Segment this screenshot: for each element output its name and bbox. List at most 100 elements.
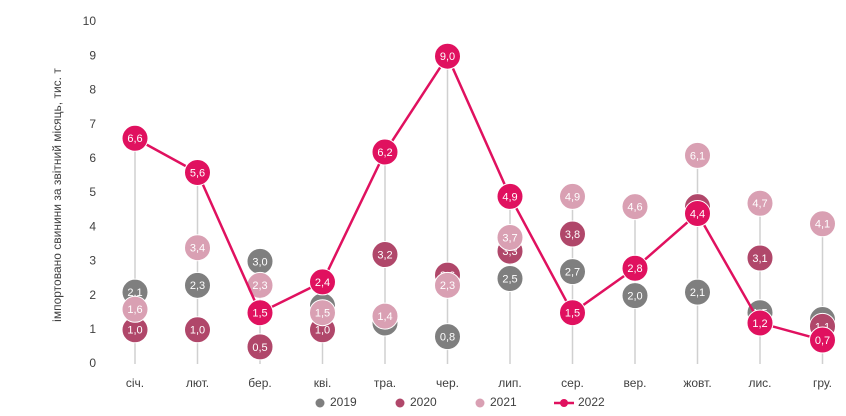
y-tick-label: 1 (89, 322, 96, 336)
data-label: 1,6 (127, 304, 142, 316)
data-label: 3,7 (502, 232, 517, 244)
data-point (246, 299, 274, 327)
data-label: 0,8 (440, 332, 455, 344)
y-tick-label: 5 (89, 185, 96, 199)
legend-label: 2019 (330, 395, 357, 409)
data-point (371, 138, 399, 166)
data-point (184, 316, 211, 344)
data-label: 9,0 (440, 51, 455, 63)
y-tick-label: 0 (89, 356, 96, 370)
x-tick-label: кві. (314, 376, 332, 390)
data-label: 4,9 (565, 191, 580, 203)
data-point (496, 182, 524, 210)
data-label: 4,6 (627, 202, 642, 214)
data-label: 0,5 (252, 342, 267, 354)
data-point (184, 158, 211, 186)
y-tick-label: 6 (89, 151, 96, 165)
data-point (121, 124, 149, 152)
legend-marker (395, 398, 405, 408)
x-tick-label: січ. (126, 376, 144, 390)
data-label: 0,7 (815, 335, 830, 347)
x-tick-label: лис. (748, 376, 771, 390)
data-label: 6,6 (127, 133, 142, 145)
data-label: 3,0 (252, 256, 267, 268)
x-tick-label: гру. (813, 376, 832, 390)
data-point (746, 309, 774, 337)
data-point (184, 234, 211, 262)
data-label: 1,0 (127, 325, 142, 337)
data-point (559, 220, 586, 248)
data-point (684, 200, 711, 228)
data-point (684, 141, 711, 169)
data-point (309, 268, 336, 296)
data-label: 1,5 (315, 308, 330, 320)
data-label: 1,5 (252, 308, 267, 320)
data-label: 3,2 (377, 249, 392, 261)
data-label: 6,2 (377, 147, 392, 159)
data-point (746, 244, 774, 272)
x-tick-label: чер. (436, 376, 459, 390)
data-label: 2,7 (565, 267, 580, 279)
data-label: 2,0 (627, 291, 642, 303)
data-label: 4,7 (752, 198, 767, 210)
legend-label: 2020 (410, 395, 437, 409)
data-point (246, 333, 274, 361)
data-point (371, 241, 399, 269)
data-point (621, 254, 649, 282)
data-point (371, 302, 399, 330)
data-point (809, 210, 836, 238)
data-point (121, 295, 149, 323)
data-point (684, 278, 711, 306)
data-label: 1,0 (315, 325, 330, 337)
data-point (559, 182, 586, 210)
data-point (496, 265, 524, 292)
data-label: 1,2 (752, 318, 767, 330)
data-label: 2,8 (627, 263, 642, 275)
legend-label: 2021 (490, 395, 517, 409)
data-point (621, 193, 649, 221)
data-label: 2,1 (690, 287, 705, 299)
data-point (184, 271, 211, 299)
y-tick-label: 4 (89, 219, 96, 233)
data-point (746, 189, 774, 217)
y-tick-label: 9 (89, 48, 96, 62)
data-label: 5,6 (190, 167, 205, 179)
data-label: 2,1 (127, 287, 142, 299)
data-label: 3,8 (565, 229, 580, 241)
data-label: 2,3 (440, 280, 455, 292)
data-point (559, 258, 586, 286)
data-point (621, 282, 649, 310)
x-tick-label: вер. (624, 376, 647, 390)
data-point (434, 271, 461, 299)
data-label: 2,3 (190, 280, 205, 292)
y-tick-label: 3 (89, 254, 96, 268)
legend-marker (315, 398, 325, 408)
data-label: 3,4 (190, 243, 205, 255)
legend-label: 2022 (578, 395, 605, 409)
data-label: 4,4 (690, 208, 705, 220)
data-label: 6,1 (690, 150, 705, 162)
series-line (134, 53, 823, 342)
x-tick-label: лют. (186, 376, 209, 390)
data-label: 2,3 (252, 280, 267, 292)
x-tick-label: жовт. (683, 376, 711, 390)
data-point (309, 299, 336, 327)
data-point (434, 323, 461, 351)
y-tick-label: 8 (89, 83, 96, 97)
data-label: 1,0 (190, 325, 205, 337)
legend-marker (560, 399, 568, 407)
y-axis-label: імпортовано свинини за звітний місяць, т… (50, 68, 64, 322)
data-point (559, 299, 586, 327)
x-tick-label: бер. (248, 376, 271, 390)
data-label: 4,1 (815, 219, 830, 231)
x-tick-label: сер. (561, 376, 584, 390)
x-tick-label: тра. (374, 376, 396, 390)
x-tick-label: лип. (498, 376, 522, 390)
legend-marker (475, 398, 485, 408)
data-label: 4,9 (502, 191, 517, 203)
y-tick-label: 2 (89, 288, 96, 302)
data-label: 2,5 (502, 273, 517, 285)
data-point (434, 42, 461, 70)
data-label: 1,5 (565, 308, 580, 320)
